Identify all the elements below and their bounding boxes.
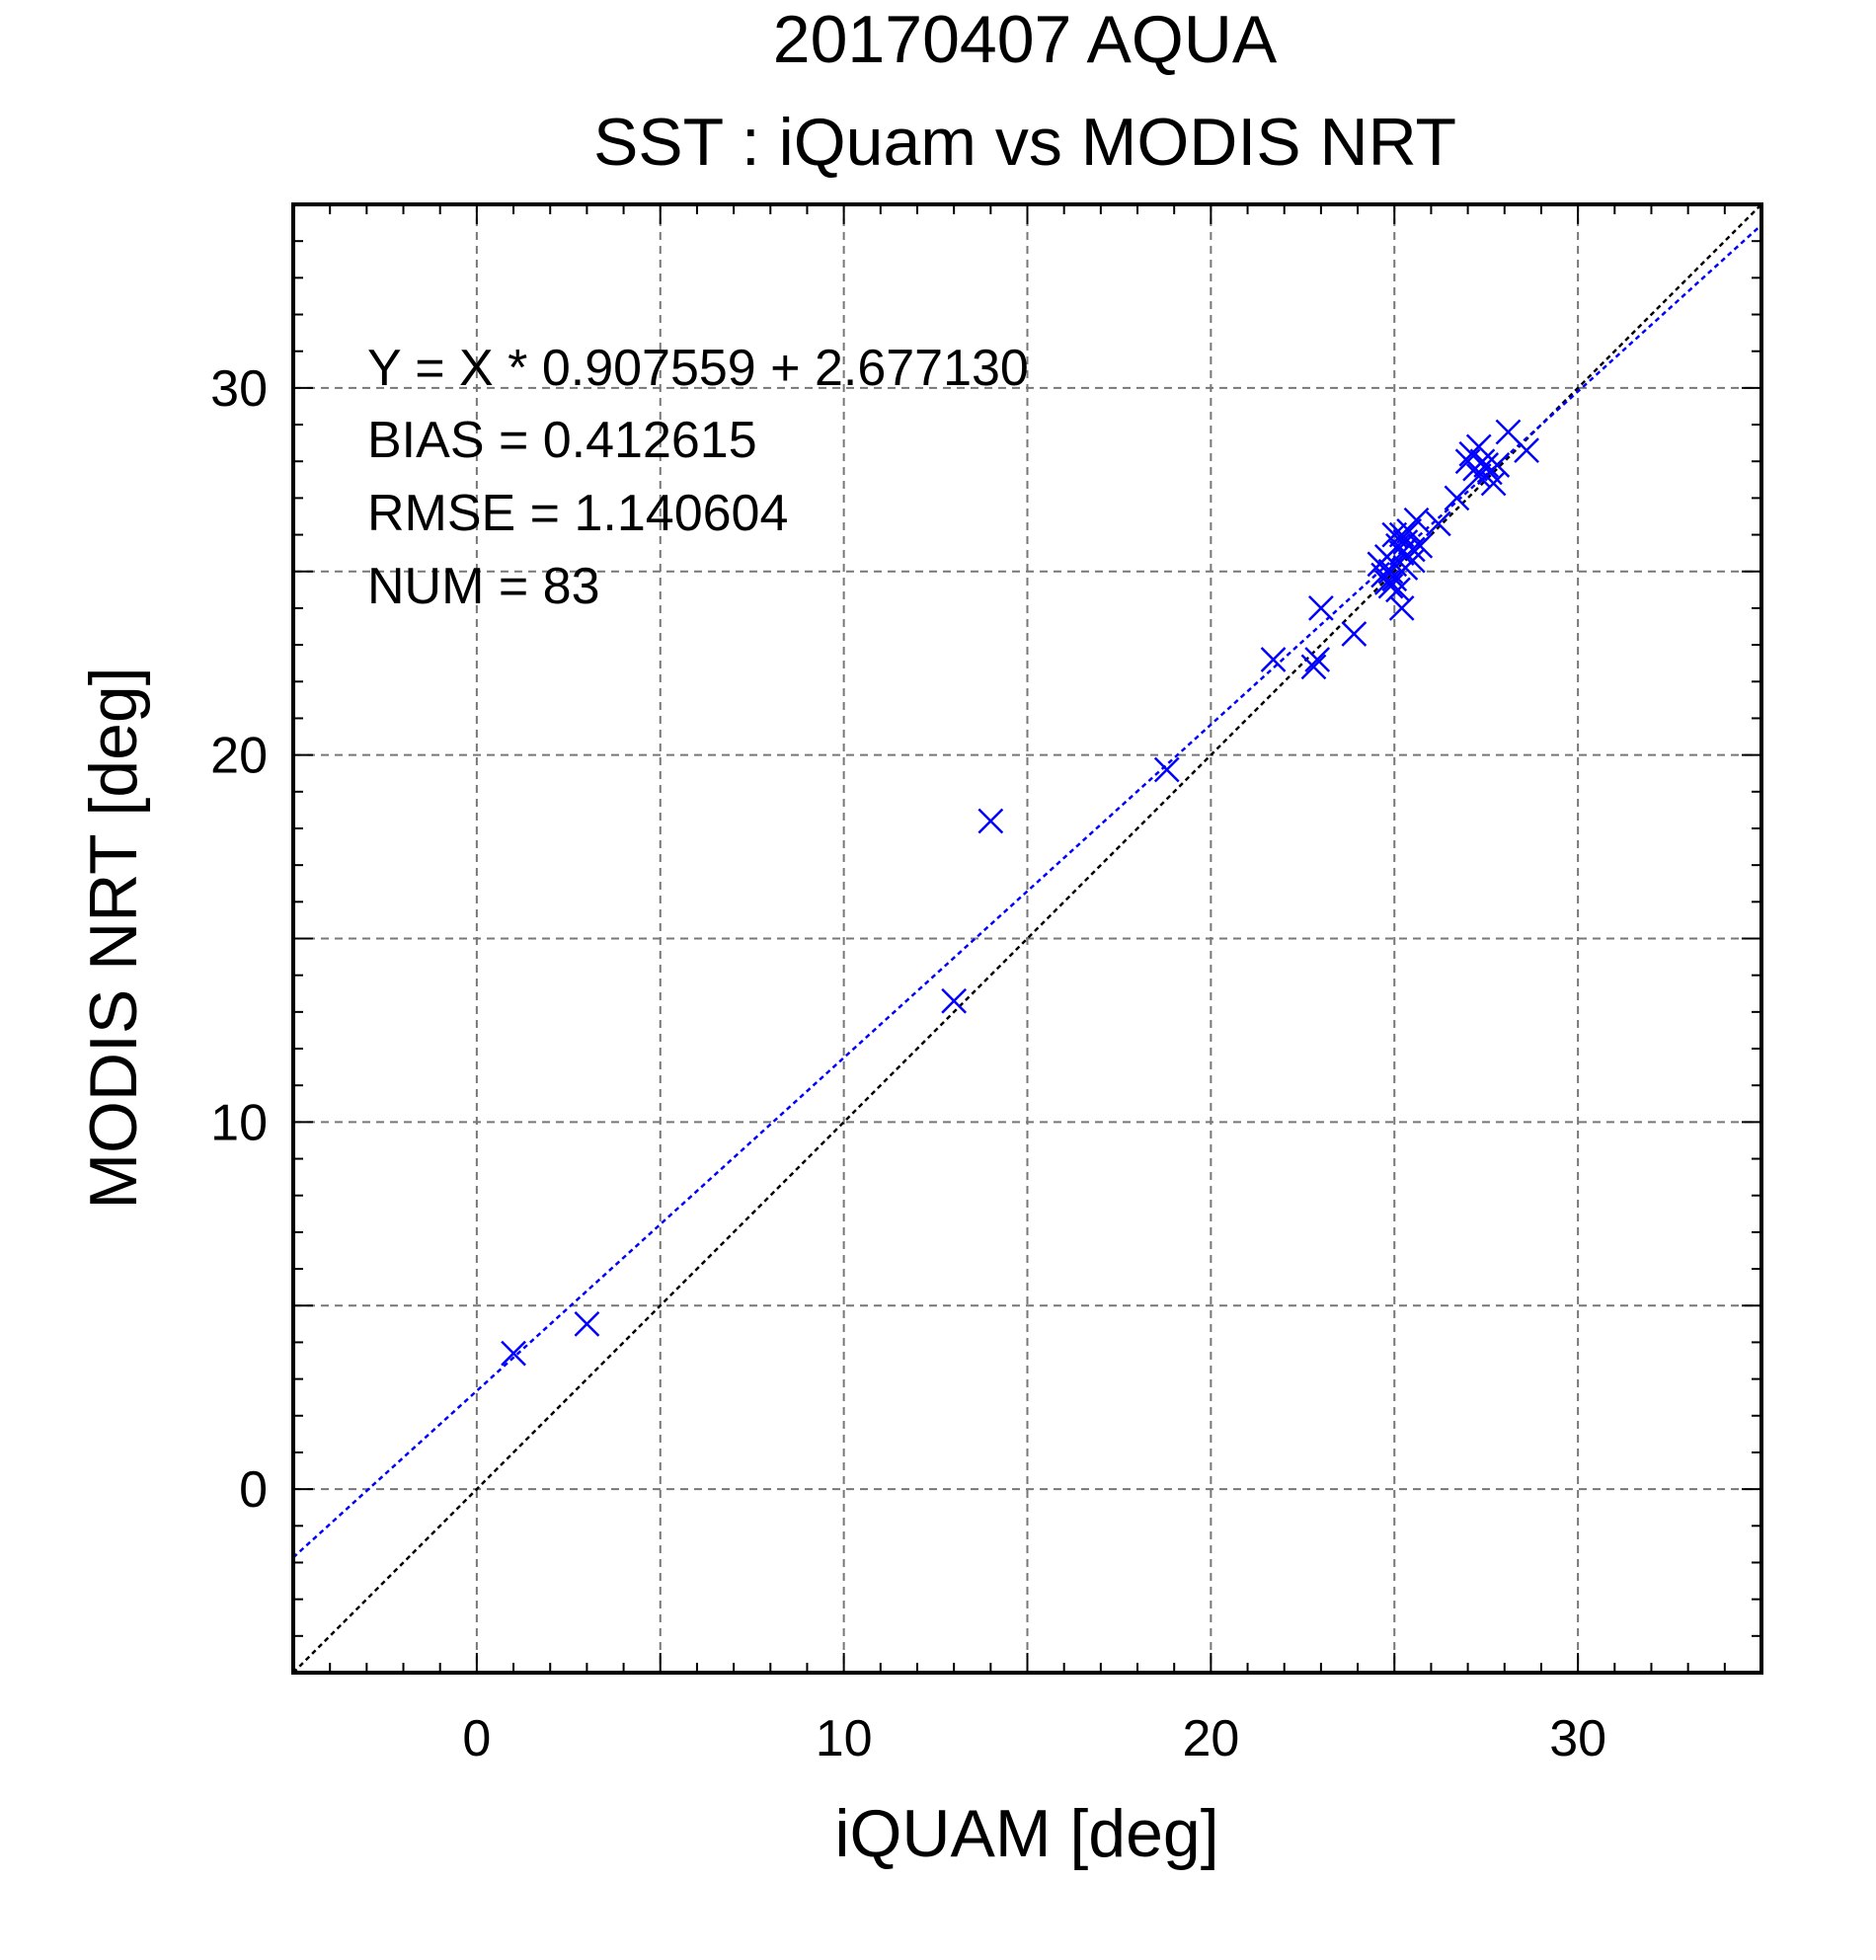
data-point-stroke	[1444, 485, 1470, 511]
data-point-stroke	[1495, 419, 1522, 445]
fit-line	[292, 223, 1762, 1559]
data-point	[501, 1340, 526, 1367]
x-tick-label: 20	[1182, 1710, 1239, 1767]
data-point-stroke	[1300, 654, 1327, 680]
data-point	[1260, 647, 1287, 672]
num-annotation: NUM = 83	[367, 558, 600, 615]
data-point-stroke	[1381, 521, 1408, 548]
data-point	[1399, 536, 1426, 563]
data-point-stroke	[574, 1310, 600, 1337]
data-point-stroke	[1403, 507, 1430, 533]
data-point-stroke	[1465, 433, 1492, 460]
data-point	[1403, 507, 1430, 533]
data-point	[1484, 452, 1511, 478]
tick-labels: 0 10 20 30 0 10 20 30	[210, 360, 1606, 1767]
data-point	[1473, 452, 1500, 478]
plot-frame	[291, 202, 1763, 1675]
y-tick-label: 0	[239, 1461, 268, 1519]
x-axis-label: iQUAM [deg]	[834, 1796, 1218, 1871]
rmse-annotation: RMSE = 1.140604	[367, 485, 788, 542]
chart-subtitle: SST : iQuam vs MODIS NRT	[593, 105, 1456, 180]
data-point	[574, 1310, 600, 1337]
data-point	[1341, 621, 1368, 647]
data-point-stroke	[941, 987, 968, 1014]
data-point-stroke	[1341, 621, 1368, 647]
data-point	[977, 808, 1004, 834]
y-tick-label: 20	[210, 728, 268, 785]
data-point	[1399, 547, 1426, 574]
data-point-stroke	[977, 808, 1004, 834]
data-point	[1425, 510, 1451, 537]
data-point	[1300, 654, 1327, 680]
data-point-stroke	[1473, 452, 1500, 478]
data-point	[1407, 532, 1434, 559]
data-point	[1153, 756, 1180, 783]
data-point-stroke	[1399, 547, 1426, 574]
data-point	[1377, 573, 1404, 599]
chart-title: 20170407 AQUA	[773, 2, 1278, 77]
data-point-stroke	[501, 1340, 526, 1367]
data-point-stroke	[1260, 647, 1287, 672]
data-point	[1444, 485, 1470, 511]
x-tick-label: 30	[1549, 1710, 1606, 1767]
data-point-stroke	[1304, 647, 1331, 672]
x-tick-label: 0	[462, 1710, 491, 1767]
data-points	[501, 419, 1539, 1367]
data-point-stroke	[1407, 532, 1434, 559]
data-point-stroke	[1514, 437, 1539, 463]
reference-lines	[292, 203, 1762, 1674]
y-tick-label: 30	[210, 360, 268, 418]
grid-lines	[293, 204, 1761, 1673]
data-point	[941, 987, 968, 1014]
y-axis-label: MODIS NRT [deg]	[76, 666, 151, 1209]
data-point-stroke	[1377, 573, 1404, 599]
fit-equation-annotation: Y = X * 0.907559 + 2.677130	[367, 340, 1029, 397]
data-point-stroke	[1399, 536, 1426, 563]
data-point-stroke	[1308, 595, 1334, 621]
data-point-stroke	[1484, 452, 1511, 478]
data-point	[1514, 437, 1539, 463]
data-point-stroke	[1153, 756, 1180, 783]
data-point-stroke	[1388, 595, 1415, 621]
data-point	[1388, 595, 1415, 621]
y-tick-label: 10	[210, 1094, 268, 1151]
bias-annotation: BIAS = 0.412615	[367, 412, 757, 469]
x-tick-label: 10	[816, 1710, 873, 1767]
data-point	[1308, 595, 1334, 621]
data-point-stroke	[1480, 470, 1507, 497]
data-point	[1304, 647, 1331, 672]
data-point-stroke	[1425, 510, 1451, 537]
